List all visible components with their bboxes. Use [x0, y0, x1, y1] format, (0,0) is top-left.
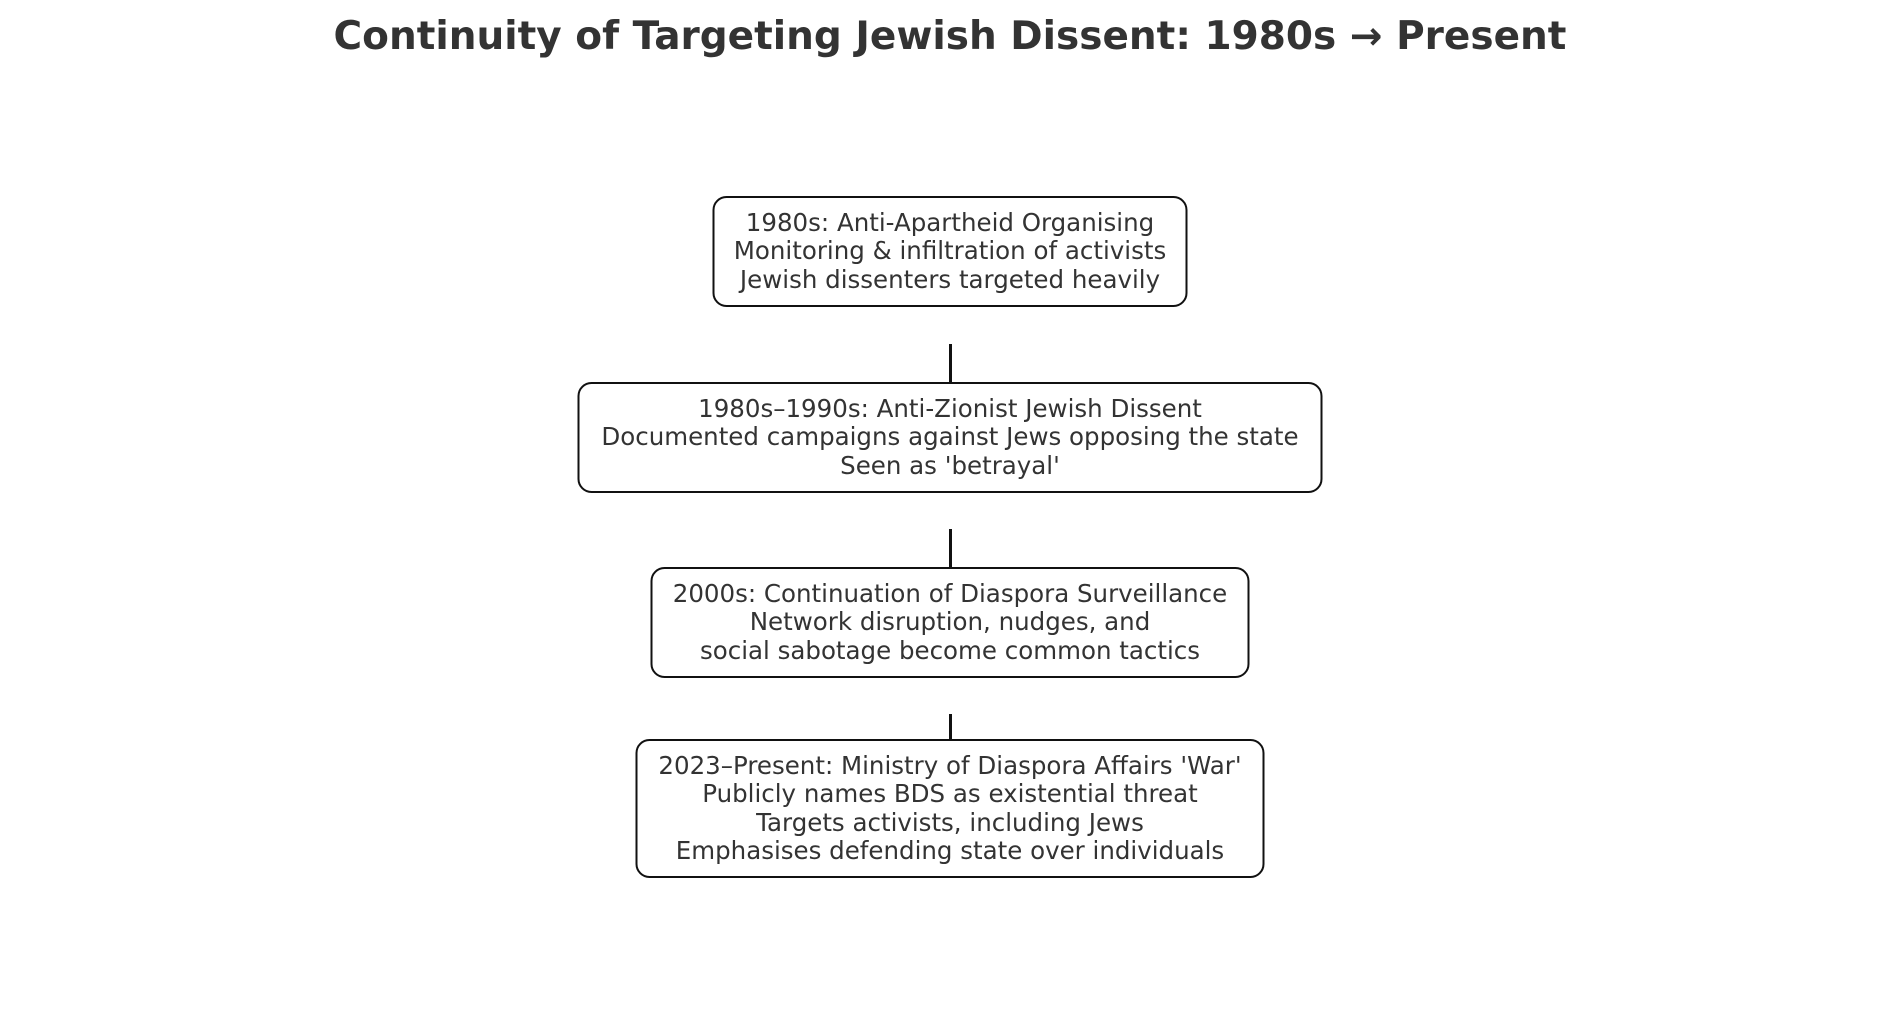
node-heading: 2000s: Continuation of Diaspora Surveill…: [672, 578, 1228, 608]
node-line: Emphasises defending state over individu…: [675, 836, 1225, 865]
diagram-title: Continuity of Targeting Jewish Dissent: …: [333, 14, 1567, 59]
node-line: Documented campaigns against Jews opposi…: [601, 422, 1299, 452]
timeline-node-1980s: 1980s: Anti-Apartheid Organising Monitor…: [712, 196, 1188, 307]
connector-line: [948, 344, 952, 382]
connector-line: [948, 529, 952, 567]
node-line: Monitoring & infiltration of activists: [733, 236, 1167, 266]
node-line: Targets activists, including Jews: [756, 807, 1144, 837]
node-line: social sabotage become common tactics: [699, 635, 1201, 665]
node-heading: 2023–Present: Ministry of Diaspora Affai…: [658, 750, 1242, 780]
node-line: Jewish dissenters targeted heavily: [739, 264, 1161, 294]
node-heading: 1980s–1990s: Anti-Zionist Jewish Dissent: [698, 393, 1202, 423]
node-heading: 1980s: Anti-Apartheid Organising: [745, 207, 1155, 237]
node-line: Network disruption, nudges, and: [749, 607, 1151, 637]
timeline-node-1980s-1990s: 1980s–1990s: Anti-Zionist Jewish Dissent…: [577, 382, 1323, 493]
node-line: Seen as 'betrayal': [840, 450, 1060, 480]
timeline-node-2023-present: 2023–Present: Ministry of Diaspora Affai…: [635, 739, 1265, 878]
node-line: Publicly names BDS as existential threat: [702, 779, 1198, 808]
connector-line: [948, 714, 952, 739]
timeline-node-2000s: 2000s: Continuation of Diaspora Surveill…: [650, 567, 1250, 678]
